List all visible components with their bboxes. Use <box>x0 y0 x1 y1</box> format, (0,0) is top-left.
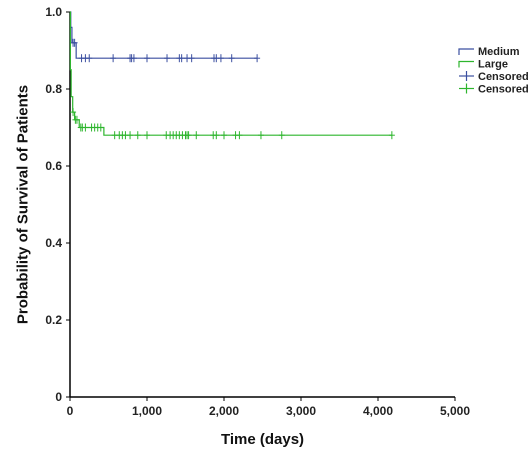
legend-item: Medium <box>458 46 520 58</box>
censor-mark <box>185 131 192 140</box>
censor-mark <box>130 54 137 63</box>
censor-mark <box>257 131 264 140</box>
censor-mark <box>82 123 89 132</box>
x-tick-label: 5,000 <box>440 404 470 418</box>
y-tick-label: 0.2 <box>45 313 62 327</box>
x-tick-label: 1,000 <box>132 404 162 418</box>
y-axis-ticks: 0 0.2 0.4 0.6 0.8 1.0 <box>45 5 70 404</box>
legend-swatch-line <box>458 60 474 68</box>
series-medium <box>70 11 261 63</box>
legend-item: Censored <box>459 83 529 96</box>
legend-label: Censored <box>478 71 529 83</box>
legend-label: Censored <box>478 84 529 96</box>
y-tick-label: 0.4 <box>45 236 62 250</box>
censor-mark <box>217 54 224 63</box>
censor-mark <box>228 54 235 63</box>
x-tick-label: 0 <box>67 404 74 418</box>
censor-mark <box>278 131 285 140</box>
series-line-large <box>69 11 392 136</box>
censor-mark <box>144 54 150 63</box>
y-tick-label: 1.0 <box>45 5 62 19</box>
series-large <box>69 11 395 140</box>
series-line-medium <box>70 11 258 59</box>
x-tick-label: 2,000 <box>209 404 239 418</box>
censor-mark <box>213 131 220 140</box>
legend-label: Medium <box>478 46 520 58</box>
x-tick-label: 3,000 <box>286 404 316 418</box>
censor-mark <box>73 115 80 124</box>
censor-mark <box>388 131 395 140</box>
legend-item: Censored <box>459 71 529 83</box>
legend-swatch-line <box>458 48 474 55</box>
x-tick-label: 4,000 <box>363 404 393 418</box>
censor-mark <box>86 54 93 63</box>
y-axis-title: Probability of Survival of Patients <box>14 85 31 324</box>
censor-mark <box>134 131 141 140</box>
censor-mark <box>97 123 104 132</box>
y-tick-label: 0.8 <box>45 82 62 96</box>
censor-mark <box>70 108 77 117</box>
legend-label: Large <box>478 59 508 71</box>
series-layer <box>69 11 395 140</box>
legend-item: Large <box>458 59 508 71</box>
y-tick-label: 0.6 <box>45 159 62 173</box>
x-axis-ticks: 0 1,000 2,000 3,000 4,000 5,000 <box>67 397 470 418</box>
plot-area: 0 1,000 2,000 3,000 4,000 5,000 0 0.2 0.4 0.6 0.8… <box>45 5 470 418</box>
censor-mark <box>254 54 261 63</box>
censor-mark <box>71 38 78 47</box>
censor-mark <box>110 54 117 63</box>
censor-mark <box>144 131 150 140</box>
y-tick-label: 0 <box>55 390 62 404</box>
censor-mark <box>178 54 185 63</box>
x-axis-title: Time (days) <box>221 431 304 448</box>
censor-mark <box>236 131 243 140</box>
censor-mark <box>188 54 195 63</box>
censor-mark <box>193 131 200 140</box>
censor-mark <box>164 54 171 63</box>
censor-mark <box>221 131 227 140</box>
censor-mark <box>127 131 134 140</box>
